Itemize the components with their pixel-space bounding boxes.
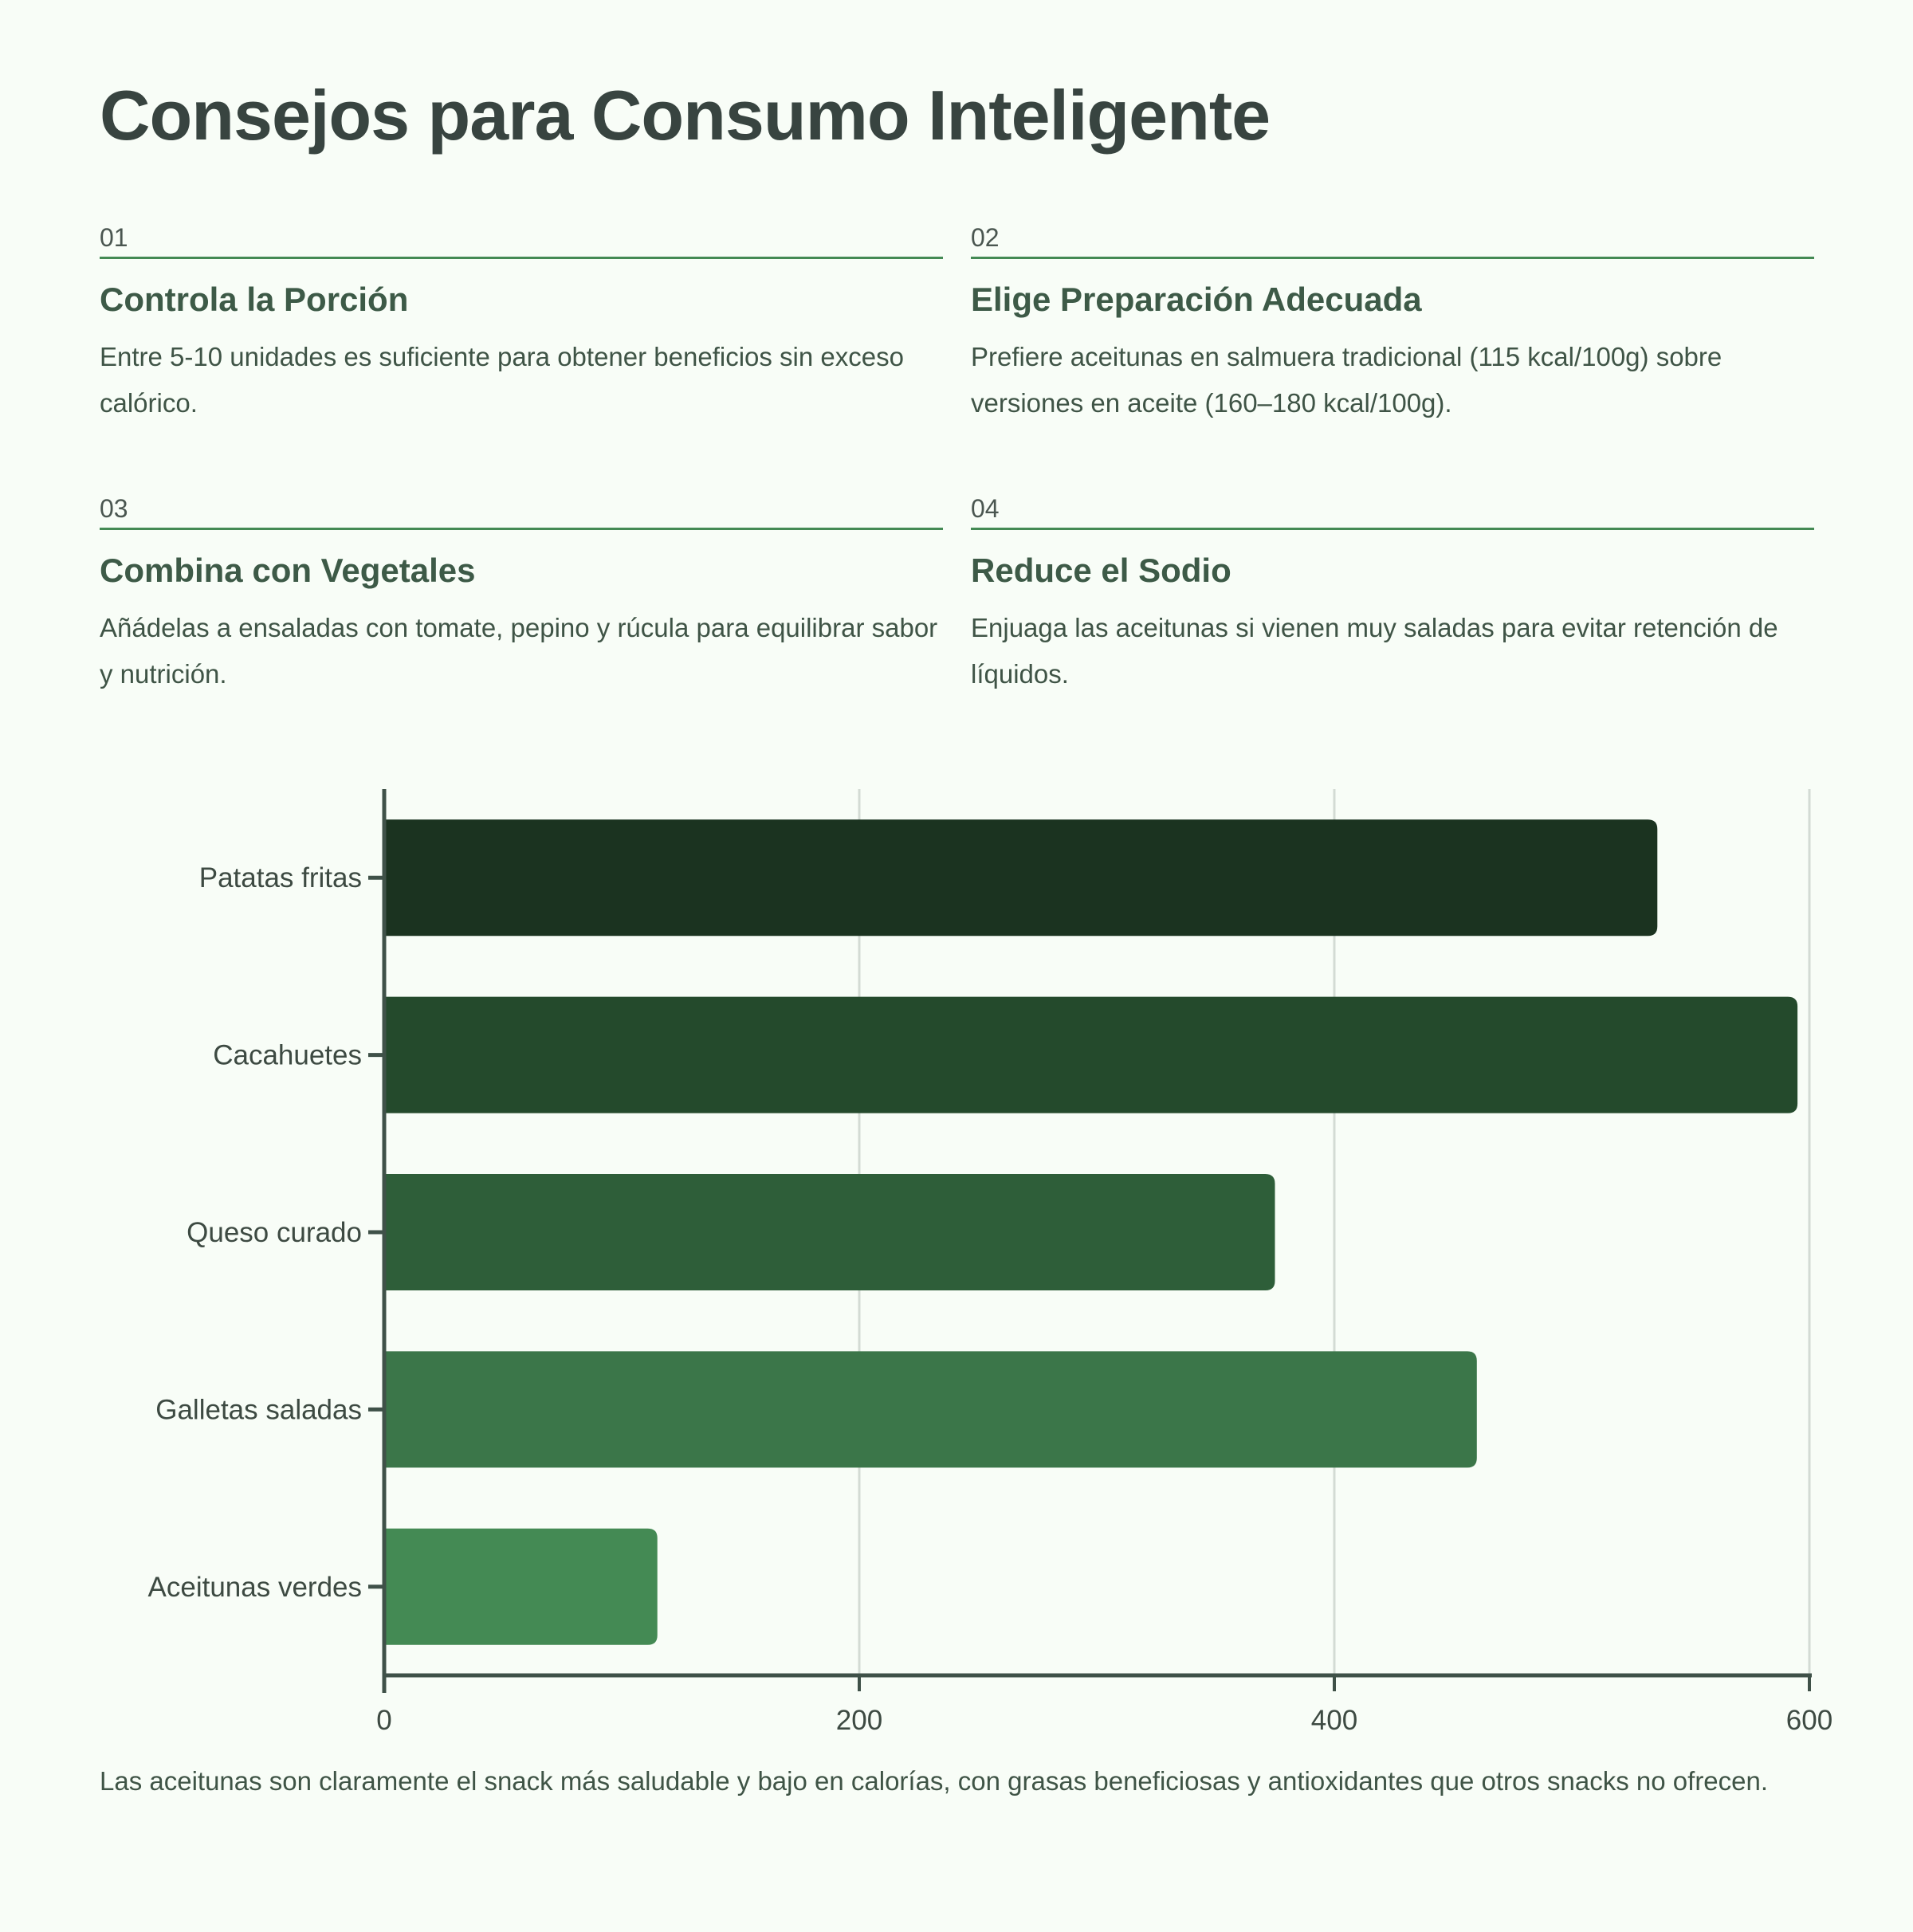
category-label: Galletas saladas bbox=[155, 1394, 362, 1425]
tip-card-1: 01 Controla la Porción Entre 5-10 unidad… bbox=[100, 225, 943, 426]
tip-card-2: 02 Elige Preparación Adecuada Prefiere a… bbox=[971, 225, 1814, 426]
bar bbox=[384, 1174, 1275, 1290]
bar bbox=[384, 1351, 1477, 1468]
tip-number: 02 bbox=[971, 223, 1000, 252]
tip-divider bbox=[100, 257, 943, 259]
tip-divider bbox=[971, 528, 1814, 530]
tip-number: 01 bbox=[100, 223, 128, 252]
tip-body: Prefiere aceitunas en salmuera tradicion… bbox=[971, 342, 1722, 418]
x-tick-label: 0 bbox=[376, 1705, 391, 1736]
tip-body: Enjuaga las aceitunas si vienen muy sala… bbox=[971, 613, 1778, 689]
category-label: Cacahuetes bbox=[213, 1040, 362, 1071]
x-tick-label: 600 bbox=[1786, 1705, 1832, 1736]
category-label: Patatas fritas bbox=[199, 862, 362, 893]
tip-card-4: 04 Reduce el Sodio Enjuaga las aceitunas… bbox=[971, 496, 1814, 697]
tip-heading: Elige Preparación Adecuada bbox=[971, 281, 1422, 318]
bar bbox=[384, 819, 1658, 937]
tip-card-3: 03 Combina con Vegetales Añádelas a ensa… bbox=[100, 496, 943, 697]
tip-divider bbox=[971, 257, 1814, 259]
bar bbox=[384, 1528, 658, 1645]
category-label: Aceitunas verdes bbox=[148, 1572, 362, 1603]
page-title: Consejos para Consumo Inteligente bbox=[100, 76, 1271, 155]
tip-heading: Controla la Porción bbox=[100, 281, 409, 318]
tip-divider bbox=[100, 528, 943, 530]
tip-number: 03 bbox=[100, 494, 128, 523]
x-tick-label: 200 bbox=[836, 1705, 882, 1736]
tip-body: Entre 5-10 unidades es suficiente para o… bbox=[100, 342, 904, 418]
tip-heading: Combina con Vegetales bbox=[100, 552, 476, 589]
bar bbox=[384, 996, 1798, 1113]
tip-body: Añádelas a ensaladas con tomate, pepino … bbox=[100, 613, 938, 689]
category-label: Queso curado bbox=[187, 1217, 362, 1248]
chart-footnote: Las aceitunas son claramente el snack má… bbox=[100, 1766, 1769, 1796]
tip-heading: Reduce el Sodio bbox=[971, 552, 1231, 589]
tip-number: 04 bbox=[971, 494, 1000, 523]
x-tick-label: 400 bbox=[1311, 1705, 1357, 1736]
